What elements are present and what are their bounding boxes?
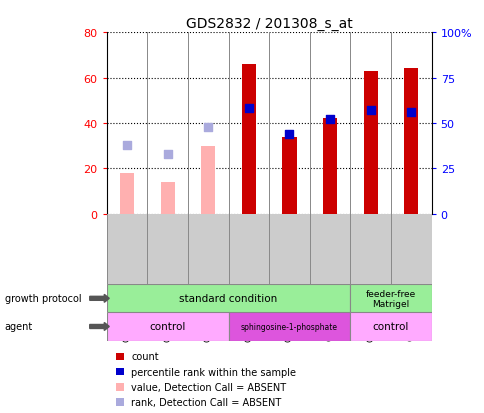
Text: sphingosine-1-phosphate: sphingosine-1-phosphate (241, 322, 337, 331)
Bar (106, 285, 349, 313)
Text: agent: agent (5, 322, 33, 332)
Bar (282, 137, 296, 214)
Title: GDS2832 / 201308_s_at: GDS2832 / 201308_s_at (185, 17, 352, 31)
Point (204, 124, 212, 131)
Text: standard condition: standard condition (179, 294, 277, 304)
Bar (228, 313, 349, 341)
Bar (201, 146, 215, 214)
Text: rank, Detection Call = ABSENT: rank, Detection Call = ABSENT (131, 397, 281, 407)
Text: feeder-free
Matrigel: feeder-free Matrigel (365, 289, 415, 308)
Text: percentile rank within the sample: percentile rank within the sample (131, 367, 296, 377)
Point (326, 117, 333, 123)
Text: count: count (131, 351, 158, 361)
Point (123, 142, 131, 149)
Bar (106, 313, 228, 341)
Point (244, 106, 252, 112)
Bar (349, 313, 431, 341)
Bar (241, 65, 256, 214)
Text: growth protocol: growth protocol (5, 294, 81, 304)
Bar (160, 183, 174, 214)
Point (285, 131, 293, 138)
Text: value, Detection Call = ABSENT: value, Detection Call = ABSENT (131, 382, 286, 392)
Text: control: control (372, 322, 408, 332)
Point (366, 108, 374, 114)
Bar (322, 119, 336, 214)
Bar (120, 173, 134, 214)
Point (407, 109, 414, 116)
Bar (363, 71, 377, 214)
Text: control: control (149, 322, 185, 332)
Bar (349, 285, 431, 313)
Bar (403, 69, 418, 214)
Point (164, 151, 171, 158)
